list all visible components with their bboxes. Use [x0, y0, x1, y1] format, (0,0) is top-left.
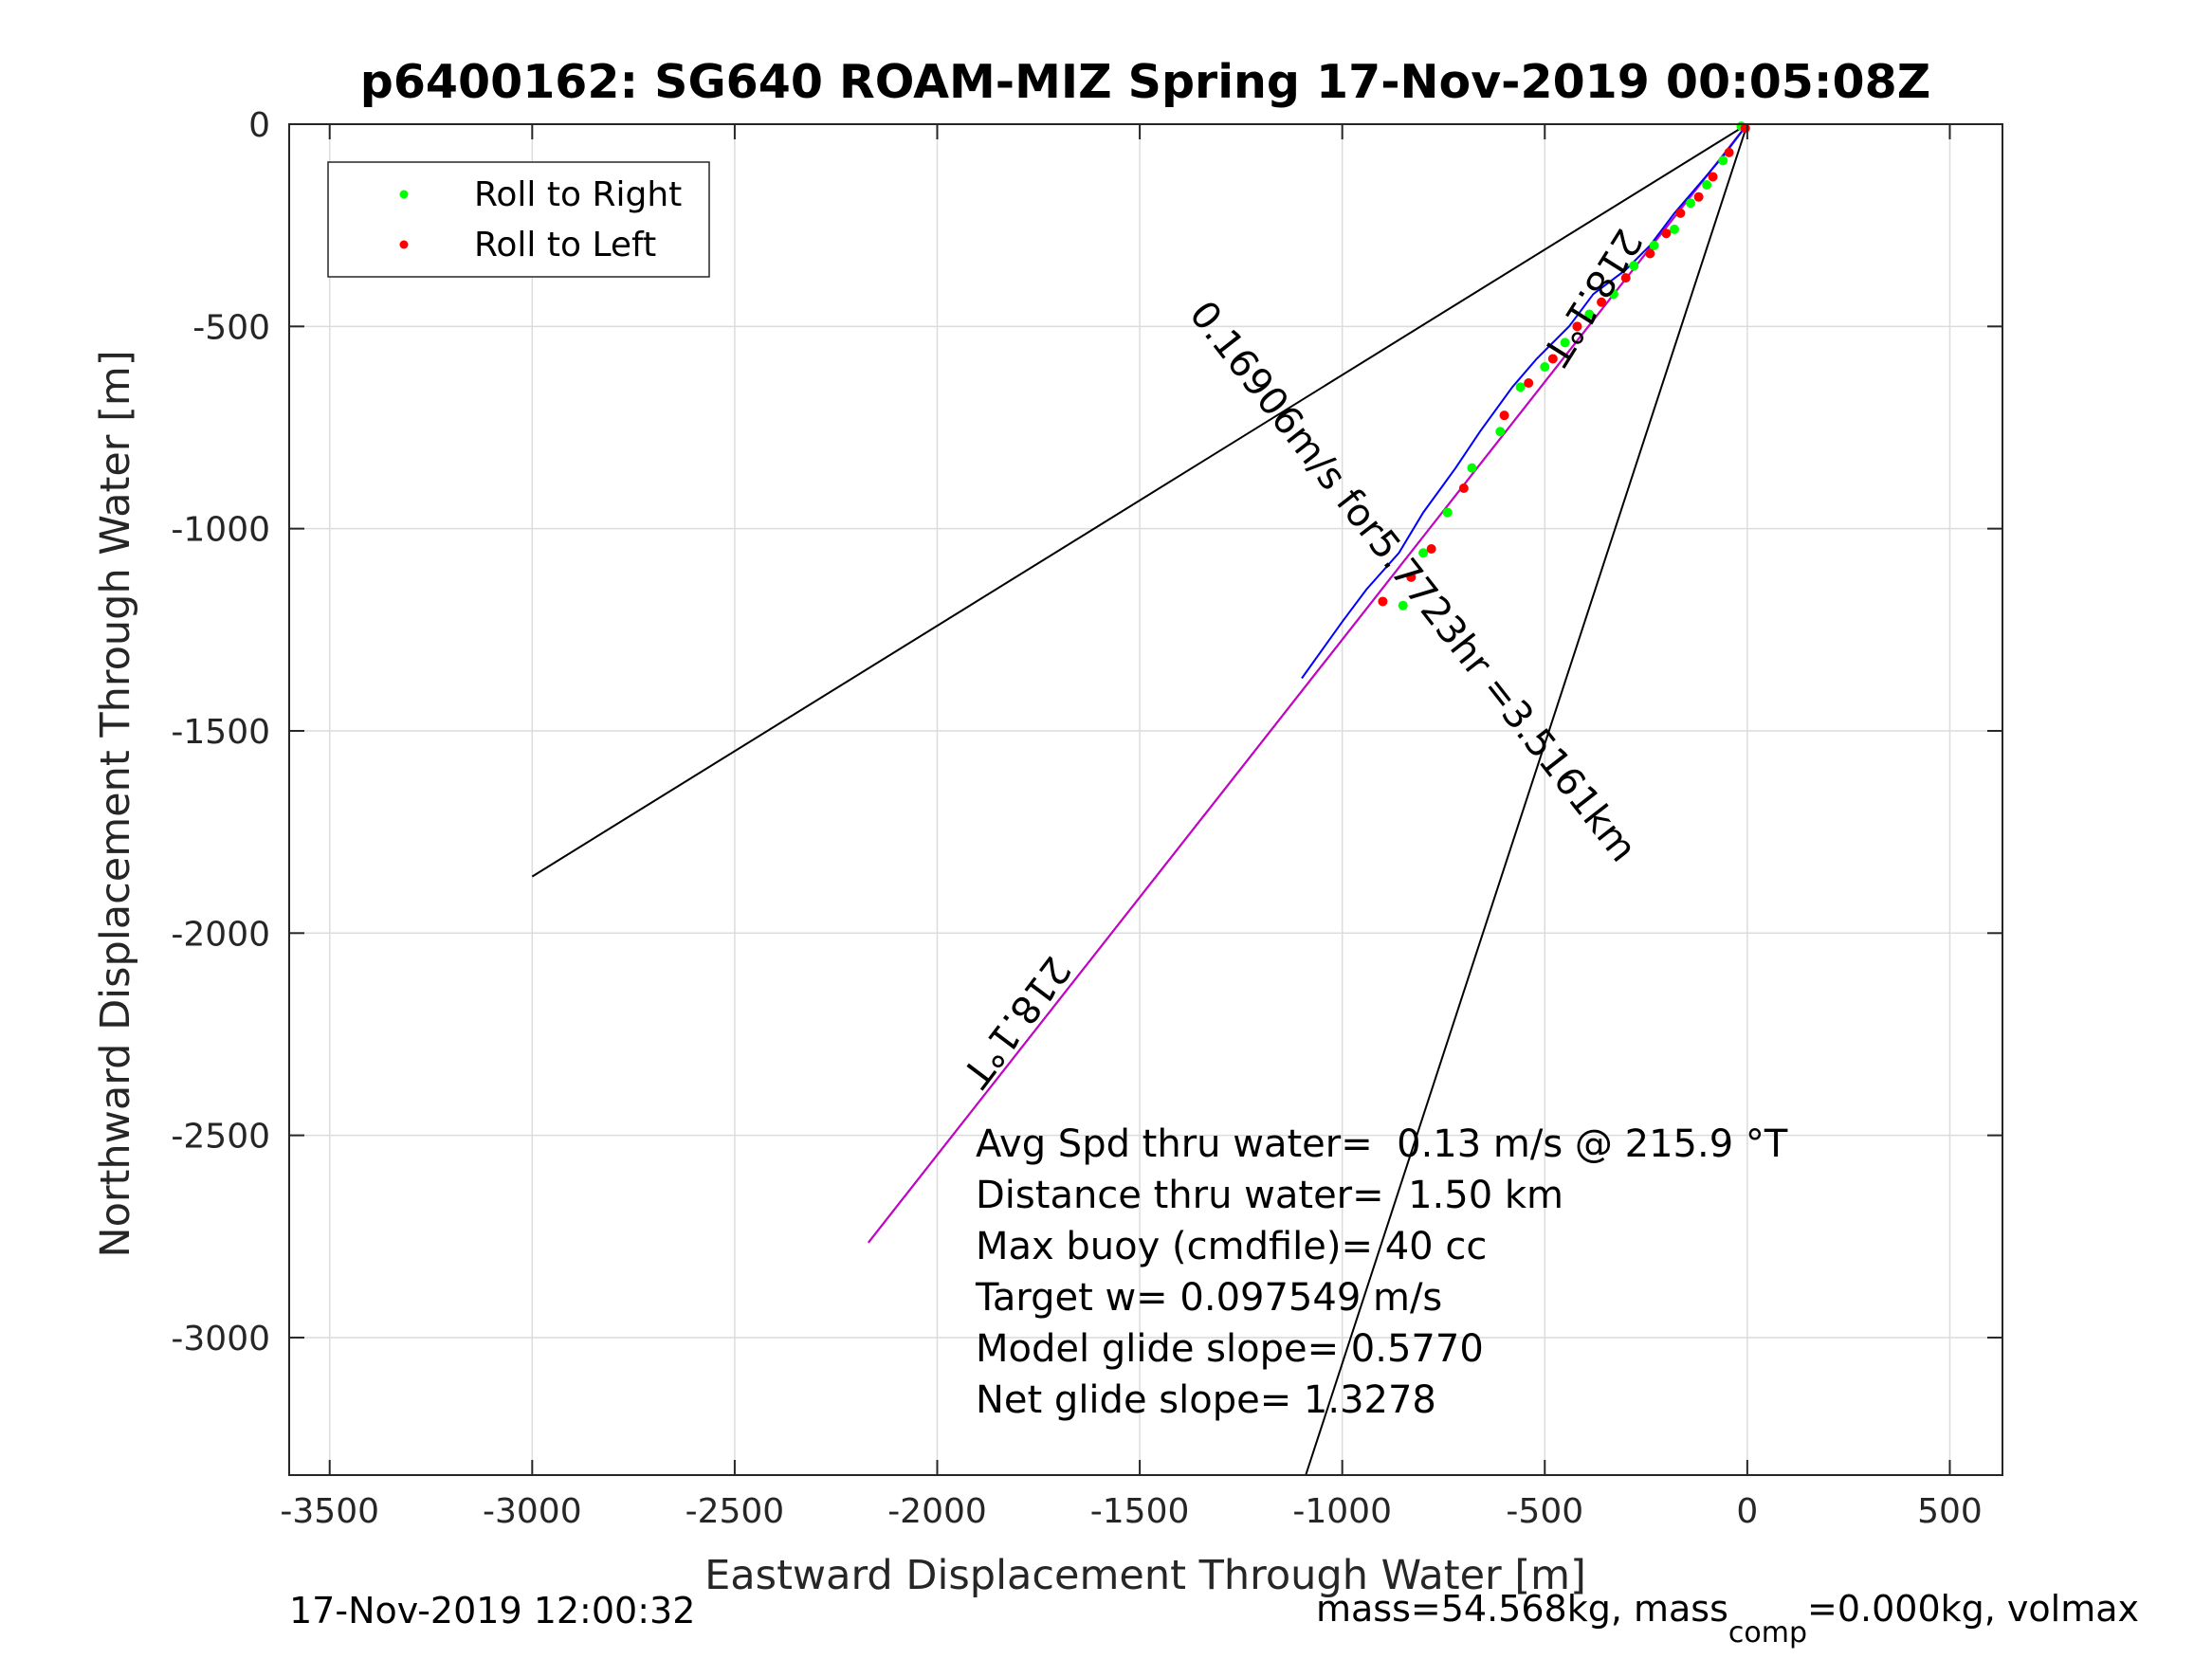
- roll-right-point: [1686, 198, 1696, 209]
- ticks-layer: -3500 -3000 -2500 -2000 -1500 -1000 -500 0 500 0 -…: [171, 106, 2002, 1531]
- y-tick-label: 0: [248, 106, 270, 145]
- chart-title: p6400162: SG640 ROAM-MIZ Spring 17-Nov-2…: [360, 55, 1930, 109]
- x-tick-label: 0: [1736, 1492, 1758, 1531]
- roll-right-point: [1718, 155, 1728, 166]
- x-tick-label: -3000: [483, 1492, 582, 1531]
- footer-mass-suffix: =0.000kg, volmax: [1807, 1588, 2139, 1630]
- x-tick-label: -2500: [686, 1492, 785, 1531]
- roll-right-point: [1442, 507, 1453, 518]
- stat-avg-speed: Avg Spd thru water= 0.13 m/s @ 215.9 °T: [976, 1122, 1788, 1166]
- legend: Roll to Right Roll to Left: [327, 161, 710, 278]
- x-tick-label: 500: [1917, 1492, 1983, 1531]
- x-tick-label: -1500: [1090, 1492, 1190, 1531]
- roll-left-point: [1572, 321, 1582, 332]
- series-layer: [531, 123, 1748, 1476]
- footer-mass-prefix: mass=54.568kg, mass: [1316, 1588, 1728, 1630]
- roll-left-point: [1620, 273, 1631, 283]
- stat-distance: Distance thru water= 1.50 km: [976, 1174, 1563, 1217]
- legend-marker-roll-left: [399, 240, 409, 249]
- roll-right-point: [1515, 382, 1526, 392]
- roll-left-point: [1426, 543, 1436, 554]
- roll-left-point: [1524, 378, 1534, 389]
- footer-mass-info: mass=54.568kg, masscomp=0.000kg, volmax: [1316, 1588, 2139, 1650]
- stat-target-w: Target w= 0.097549 m/s: [975, 1276, 1442, 1320]
- stats-block: Avg Spd thru water= 0.13 m/s @ 215.9 °T …: [975, 1122, 1788, 1422]
- roll-right-point: [1418, 548, 1429, 558]
- legend-box: [327, 161, 710, 278]
- series-line-1: [1305, 123, 1748, 1476]
- series-line-3: [868, 123, 1748, 1244]
- x-tick-label: -2000: [887, 1492, 987, 1531]
- roll-left-point: [1547, 354, 1558, 364]
- roll-left-point: [1708, 172, 1718, 182]
- legend-marker-roll-right: [399, 190, 409, 199]
- roll-right-point: [1629, 261, 1639, 271]
- roll-left-point: [1499, 410, 1509, 421]
- legend-label-roll-right: Roll to Right: [474, 175, 682, 214]
- roll-left-point: [1597, 297, 1607, 307]
- series-line-0: [531, 123, 1748, 878]
- y-tick-label: -2500: [171, 1118, 270, 1157]
- y-tick-label: -3000: [171, 1320, 270, 1358]
- roll-left-point: [1458, 483, 1469, 493]
- x-tick-label: -500: [1506, 1492, 1583, 1531]
- roll-left-point: [1645, 248, 1655, 259]
- roll-right-point: [1540, 361, 1550, 372]
- stat-net-glide-slope: Net glide slope= 1.3278: [976, 1378, 1436, 1422]
- series-line-4: [1301, 123, 1748, 680]
- stat-max-buoy: Max buoy (cmdfile)= 40 cc: [976, 1225, 1487, 1268]
- x-tick-label: -3500: [280, 1492, 379, 1531]
- roll-left-point: [1675, 208, 1686, 218]
- roll-right-point: [1398, 600, 1408, 611]
- roll-right-point: [1669, 224, 1679, 234]
- roll-right-point: [1608, 289, 1618, 300]
- legend-label-roll-left: Roll to Left: [474, 226, 656, 264]
- y-tick-label: -2000: [171, 915, 270, 954]
- axes-box: [288, 123, 2003, 1476]
- y-tick-label: -500: [192, 308, 270, 347]
- y-tick-label: -1500: [171, 713, 270, 752]
- roll-right-point: [1560, 337, 1570, 348]
- roll-left-point: [1693, 191, 1704, 202]
- footer-timestamp: 17-Nov-2019 12:00:32: [289, 1590, 695, 1632]
- x-axis-label: Eastward Displacement Through Water [m]: [704, 1552, 1586, 1599]
- y-axis-label: Northward Displacement Through Water [m]: [92, 350, 139, 1257]
- roll-left-point: [1724, 147, 1734, 157]
- stat-model-glide-slope: Model glide slope= 0.5770: [976, 1327, 1484, 1371]
- footer-mass-subscript: comp: [1728, 1616, 1807, 1650]
- roll-right-point: [1702, 179, 1712, 190]
- roll-right-point: [1649, 240, 1659, 250]
- roll-right-point: [1584, 309, 1595, 319]
- roll-left-point: [1378, 596, 1388, 607]
- roll-right-point: [1467, 463, 1477, 473]
- y-tick-label: -1000: [171, 511, 270, 550]
- roll-left-point: [1661, 228, 1672, 239]
- roll-left-point: [1406, 572, 1417, 582]
- roll-right-point: [1495, 427, 1506, 437]
- x-tick-label: -1000: [1292, 1492, 1392, 1531]
